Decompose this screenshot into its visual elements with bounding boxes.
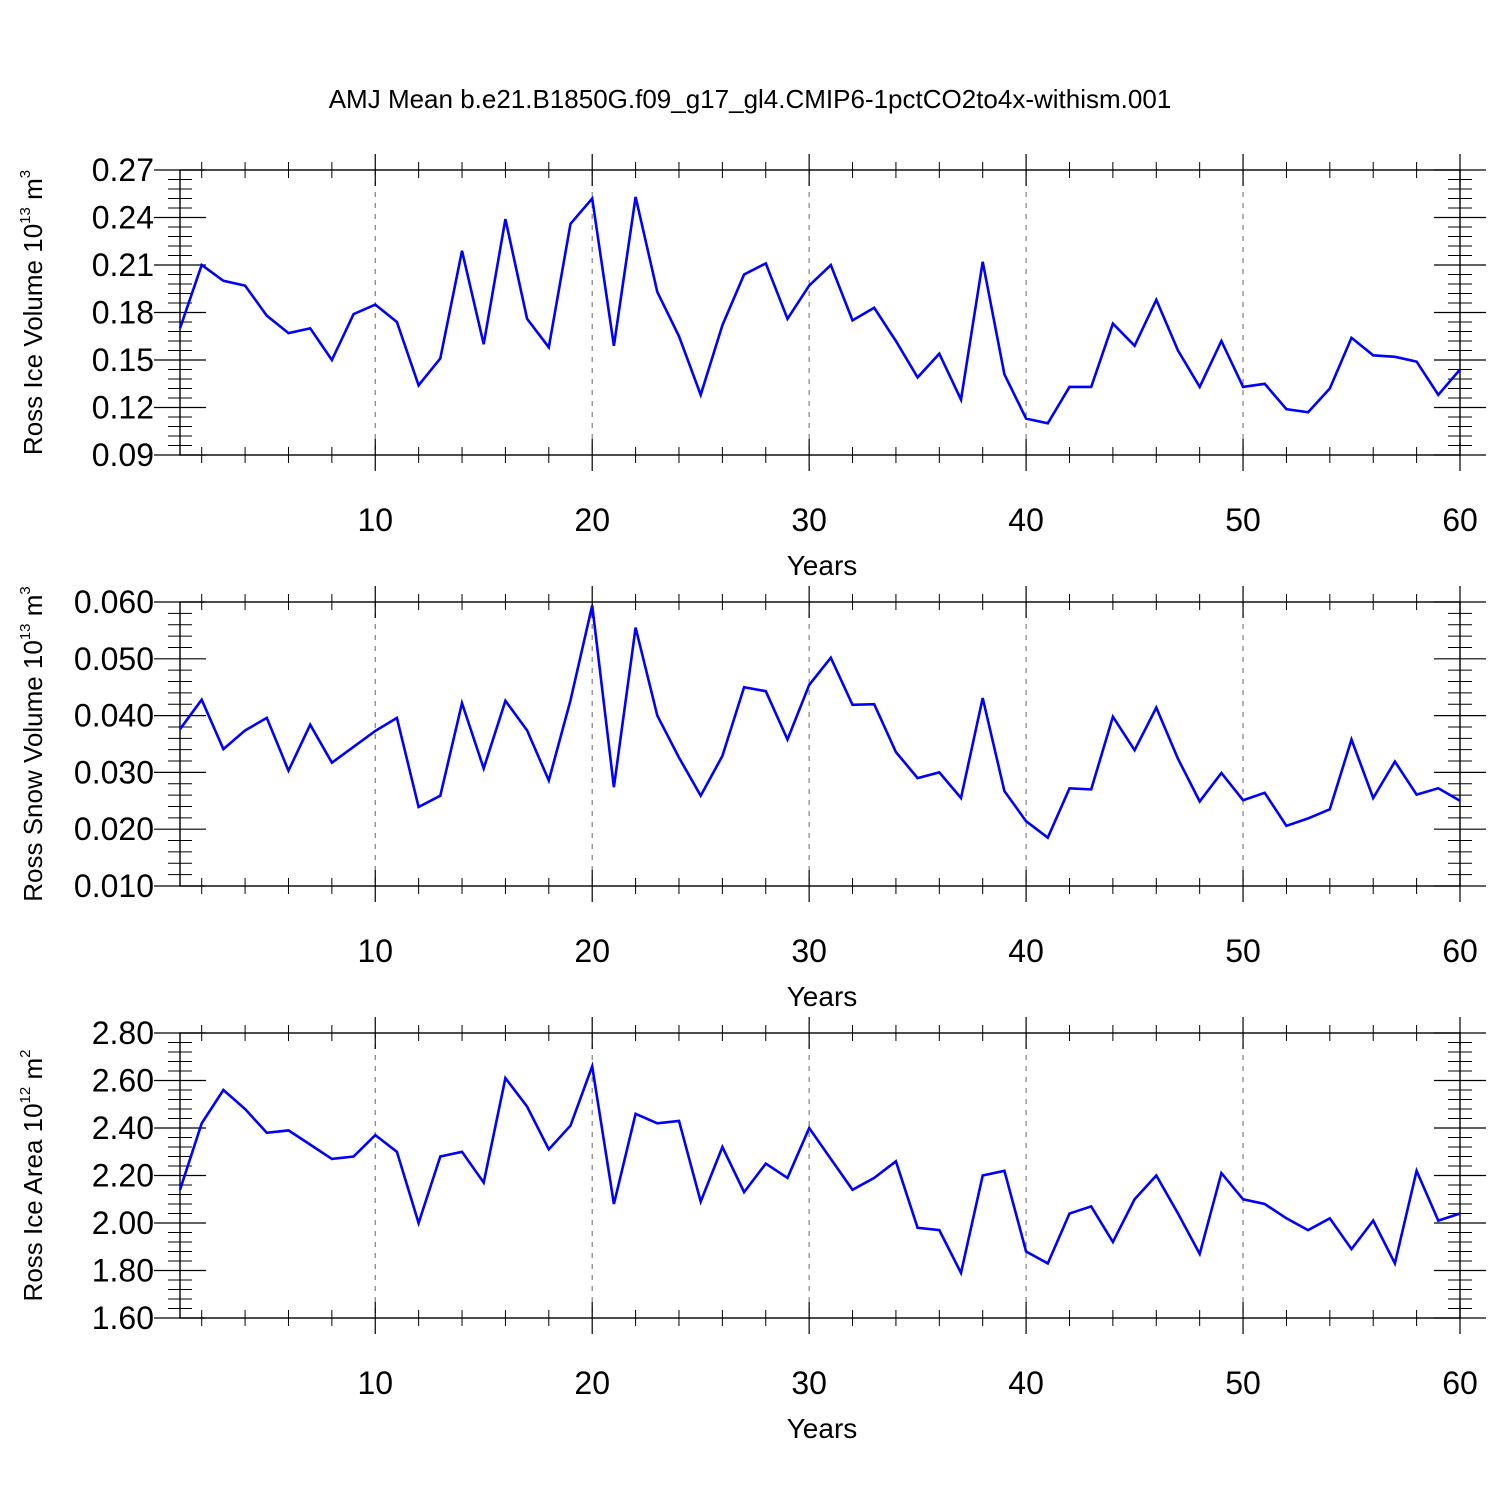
ice-volume-y-tick-label: 0.09: [92, 437, 154, 473]
snow-volume-x-axis-label: Years: [787, 981, 858, 1012]
ice-volume-x-tick-label: 20: [574, 502, 610, 538]
ice-volume-y-tick-label: 0.18: [92, 295, 154, 331]
snow-volume-y-tick-label: 0.020: [74, 811, 154, 847]
snow-volume-panel: 0.010 0.020 0.030 0.040 0.050 0.060 10 20 30 40 50…: [17, 584, 1486, 1012]
ice-area-plot-frame: [179, 1032, 1461, 1319]
figure-title: AMJ Mean b.e21.B1850G.f09_g17_gl4.CMIP6-…: [329, 84, 1172, 114]
ice-area-x-tick-label: 40: [1008, 1365, 1044, 1401]
snow-volume-series-line: [178, 605, 1461, 840]
ice-area-y-tick-label: 2.40: [92, 1110, 154, 1146]
ice-area-y-tick-label: 2.20: [92, 1158, 154, 1194]
ice-area-y-tick-label: 2.80: [92, 1015, 154, 1051]
ice-volume-x-tick-label: 60: [1442, 502, 1478, 538]
ice-area-x-tick-label: 30: [791, 1365, 827, 1401]
ice-volume-y-tick-label: 0.24: [92, 200, 154, 236]
ice-volume-x-tick-label: 50: [1225, 502, 1261, 538]
ice-volume-y-axis-label: Ross Ice Volume 1013 m3: [17, 170, 48, 455]
ice-area-x-tick-label: 50: [1225, 1365, 1261, 1401]
ice-area-y-axis-label: Ross Ice Area 1012 m2: [17, 1050, 48, 1302]
snow-volume-y-tick-label: 0.040: [74, 698, 154, 734]
ice-volume-x-tick-label: 40: [1008, 502, 1044, 538]
ice-volume-y-tick-label: 0.12: [92, 390, 154, 426]
ice-volume-series-line: [178, 195, 1461, 425]
ice-area-y-tick-label: 2.60: [92, 1063, 154, 1099]
panels: 0.09 0.12 0.15 0.18 0.21 0.24 0.27 10 20 30 40 50 60…: [17, 152, 1486, 1444]
snow-volume-x-tick-label: 40: [1008, 933, 1044, 969]
ice-area-y-tick-label: 1.60: [92, 1300, 154, 1336]
ice-area-series-line: [178, 1061, 1461, 1277]
ice-area-x-tick-label: 10: [357, 1365, 393, 1401]
ice-area-y-tick-label: 1.80: [92, 1253, 154, 1289]
snow-volume-x-tick-label: 60: [1442, 933, 1478, 969]
snow-volume-y-tick-label: 0.050: [74, 641, 154, 677]
snow-volume-y-tick-label: 0.060: [74, 584, 154, 620]
snow-volume-plot-frame: [179, 601, 1461, 887]
ice-volume-y-tick-label: 0.21: [92, 247, 154, 283]
ice-volume-x-tick-label: 30: [791, 502, 827, 538]
snow-volume-y-tick-label: 0.010: [74, 868, 154, 904]
snow-volume-x-tick-label: 20: [574, 933, 610, 969]
snow-volume-y-axis-label: Ross Snow Volume 1013 m3: [17, 586, 48, 902]
ice-volume-x-tick-label: 10: [357, 502, 393, 538]
ice-volume-panel: 0.09 0.12 0.15 0.18 0.21 0.24 0.27 10 20 30 40 50 60…: [17, 152, 1486, 581]
ice-area-x-tick-label: 20: [574, 1365, 610, 1401]
ice-area-panel: 1.60 1.80 2.00 2.20 2.40 2.60 2.80 10 20 30 40 50 60…: [17, 1015, 1486, 1444]
ice-volume-x-axis-label: Years: [787, 550, 858, 581]
ice-volume-y-tick-label: 0.15: [92, 342, 154, 378]
snow-volume-x-tick-label: 50: [1225, 933, 1261, 969]
snow-volume-x-tick-label: 30: [791, 933, 827, 969]
ice-area-x-axis-label: Years: [787, 1413, 858, 1444]
snow-volume-y-tick-label: 0.030: [74, 754, 154, 790]
ice-volume-y-tick-label: 0.27: [92, 152, 154, 188]
ice-area-x-tick-label: 60: [1442, 1365, 1478, 1401]
snow-volume-x-tick-label: 10: [357, 933, 393, 969]
ice-volume-plot-frame: [179, 169, 1461, 456]
ice-area-y-tick-label: 2.00: [92, 1205, 154, 1241]
